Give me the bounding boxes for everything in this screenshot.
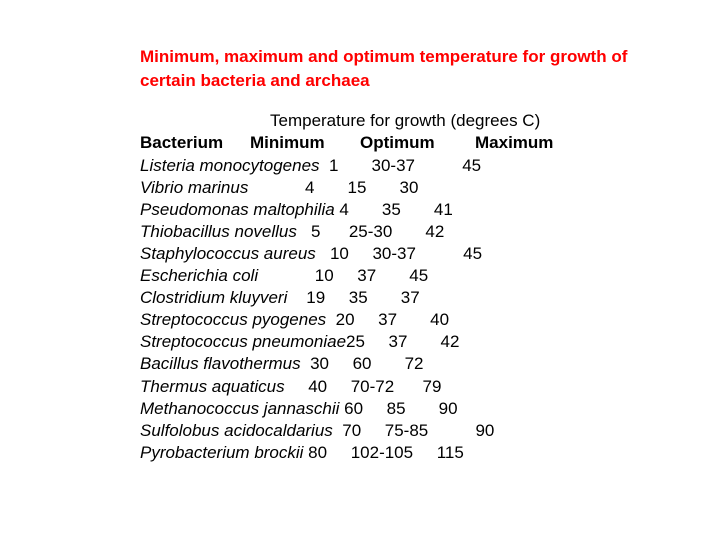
row-values: 80 102-105 115 (303, 443, 463, 462)
table-row: Pyrobacterium brockii 80 102-105 115 (140, 442, 660, 464)
row-values: 30 60 72 (301, 354, 424, 373)
header-optimum: Optimum (360, 133, 475, 153)
table-row: Sulfolobus acidocaldarius 70 75-85 90 (140, 420, 660, 442)
table-row: Streptococcus pyogenes 20 37 40 (140, 309, 660, 331)
header-bacterium: Bacterium (140, 133, 250, 153)
organism-name: Vibrio marinus (140, 178, 248, 197)
table-row: Escherichia coli 10 37 45 (140, 265, 660, 287)
row-values: 10 30-37 45 (316, 244, 482, 263)
row-values: 10 37 45 (258, 266, 428, 285)
table-body: Listeria monocytogenes 1 30-37 45Vibrio … (140, 155, 660, 464)
organism-name: Streptococcus pyogenes (140, 310, 326, 329)
table-row: Listeria monocytogenes 1 30-37 45 (140, 155, 660, 177)
table-row: Vibrio marinus 4 15 30 (140, 177, 660, 199)
row-values: 1 30-37 45 (320, 156, 482, 175)
header-maximum: Maximum (475, 133, 553, 153)
row-values: 40 70-72 79 (285, 377, 442, 396)
table-row: Streptococcus pneumoniae25 37 42 (140, 331, 660, 353)
organism-name: Pseudomonas maltophilia (140, 200, 335, 219)
organism-name: Thermus aquaticus (140, 377, 285, 396)
header-minimum: Minimum (250, 133, 360, 153)
row-values: 4 15 30 (248, 178, 418, 197)
table-row: Staphylococcus aureus 10 30-37 45 (140, 243, 660, 265)
organism-name: Pyrobacterium brockii (140, 443, 303, 462)
organism-name: Bacillus flavothermus (140, 354, 301, 373)
organism-name: Streptococcus pneumoniae (140, 332, 346, 351)
table-row: Pseudomonas maltophilia 4 35 41 (140, 199, 660, 221)
row-values: 5 25-30 42 (297, 222, 444, 241)
organism-name: Clostridium kluyveri (140, 288, 287, 307)
page-title: Minimum, maximum and optimum temperature… (140, 45, 660, 93)
table-row: Thermus aquaticus 40 70-72 79 (140, 376, 660, 398)
row-values: 60 85 90 (339, 399, 457, 418)
organism-name: Listeria monocytogenes (140, 156, 320, 175)
organism-name: Escherichia coli (140, 266, 258, 285)
table-row: Bacillus flavothermus 30 60 72 (140, 353, 660, 375)
row-values: 4 35 41 (335, 200, 453, 219)
row-values: 20 37 40 (326, 310, 449, 329)
table-row: Thiobacillus novellus 5 25-30 42 (140, 221, 660, 243)
organism-name: Sulfolobus acidocaldarius (140, 421, 333, 440)
row-values: 19 35 37 (287, 288, 419, 307)
row-values: 25 37 42 (346, 332, 459, 351)
table-row: Methanococcus jannaschii 60 85 90 (140, 398, 660, 420)
table-row: Clostridium kluyveri 19 35 37 (140, 287, 660, 309)
organism-name: Thiobacillus novellus (140, 222, 297, 241)
table-header-row: Bacterium Minimum Optimum Maximum (140, 133, 660, 153)
organism-name: Staphylococcus aureus (140, 244, 316, 263)
table-subtitle: Temperature for growth (degrees C) (270, 111, 660, 131)
organism-name: Methanococcus jannaschii (140, 399, 339, 418)
row-values: 70 75-85 90 (333, 421, 495, 440)
